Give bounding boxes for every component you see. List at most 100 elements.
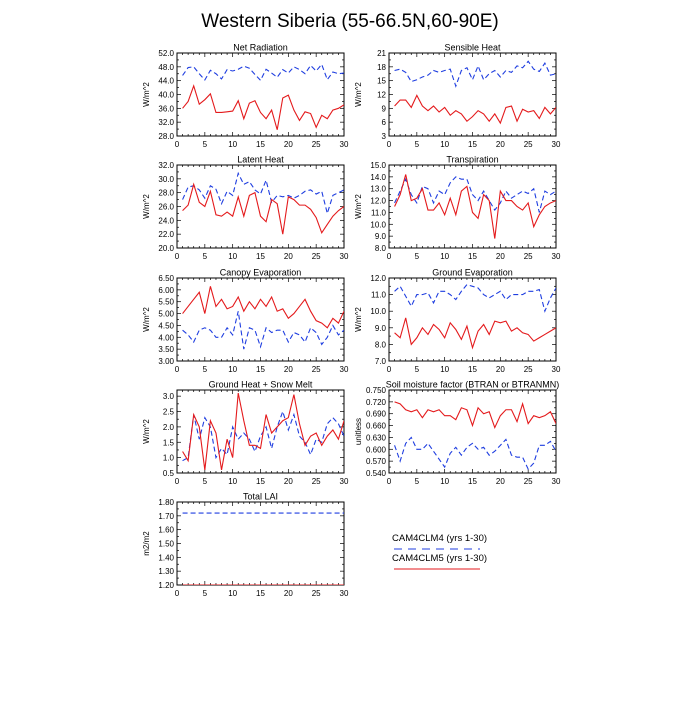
series-line-clm5 — [182, 182, 344, 235]
y-tick-label: 9.0 — [375, 324, 387, 333]
x-tick-label: 30 — [340, 365, 349, 374]
y-tick-label: 0.720 — [366, 398, 387, 407]
plot-frame — [176, 501, 345, 586]
y-tick-label: 1.70 — [158, 512, 174, 521]
x-tick-label: 5 — [203, 477, 208, 486]
y-tick-label: 24.0 — [158, 216, 174, 225]
series-line-clm4 — [394, 284, 556, 313]
y-tick-label: 9 — [382, 104, 387, 113]
series-line-clm4 — [394, 176, 556, 213]
x-tick-label: 20 — [284, 365, 293, 374]
x-tick-label: 10 — [440, 140, 449, 149]
y-tick-label: 28.0 — [158, 132, 174, 141]
plot-frame — [176, 277, 345, 362]
y-tick-label: 0.570 — [366, 457, 387, 466]
y-tick-label: 0.630 — [366, 433, 387, 442]
x-tick-label: 20 — [496, 252, 505, 261]
y-tick-label: 52.0 — [158, 49, 174, 58]
panel-title: Ground Heat + Snow Melt — [209, 380, 313, 390]
x-tick-label: 30 — [552, 252, 561, 261]
panel-ground-evaporation: Ground Evaporation 0 5 10 15 20 25 30 7.0 8.0 9.0 1… — [354, 268, 561, 375]
y-tick-label: 3.50 — [158, 345, 174, 354]
y-tick-label: 44.0 — [158, 77, 174, 86]
panel-title: Soil moisture factor (BTRAN or BTRANMN) — [386, 380, 560, 390]
x-tick-label: 5 — [203, 140, 208, 149]
series-line-clm4 — [182, 171, 344, 216]
y-axis-label: W/m^2 — [354, 82, 363, 107]
y-tick-label: 15.0 — [370, 161, 386, 170]
x-tick-label: 0 — [175, 252, 180, 261]
x-tick-label: 0 — [175, 477, 180, 486]
y-tick-label: 14.0 — [370, 173, 386, 182]
y-tick-label: 7.0 — [375, 357, 387, 366]
x-tick-label: 15 — [468, 477, 477, 486]
x-tick-label: 20 — [284, 589, 293, 598]
x-tick-label: 25 — [524, 252, 533, 261]
y-tick-label: 12.0 — [370, 197, 386, 206]
y-tick-label: 6 — [382, 118, 387, 127]
x-tick-label: 10 — [228, 252, 237, 261]
x-tick-label: 15 — [468, 365, 477, 374]
series-line-clm4 — [394, 436, 556, 471]
x-tick-label: 15 — [256, 252, 265, 261]
x-tick-label: 30 — [340, 252, 349, 261]
y-axis-label: W/m^2 — [142, 194, 151, 219]
x-tick-label: 5 — [415, 365, 420, 374]
plot-frame — [388, 164, 557, 249]
y-tick-label: 1.40 — [158, 553, 174, 562]
y-tick-label: 10.0 — [370, 220, 386, 229]
y-axis-label: W/m^2 — [354, 307, 363, 332]
x-tick-label: 25 — [312, 140, 321, 149]
y-tick-label: 2.5 — [163, 408, 175, 417]
plot-frame — [388, 52, 557, 137]
x-tick-label: 0 — [175, 365, 180, 374]
y-tick-label: 18 — [377, 63, 386, 72]
plot-frame — [388, 389, 557, 474]
y-tick-label: 1.5 — [163, 438, 175, 447]
series-line-clm5 — [182, 286, 344, 329]
y-tick-label: 1.60 — [158, 526, 174, 535]
panel-canopy-evaporation: Canopy Evaporation 0 5 10 15 20 25 30 3.00 3.50 4.… — [142, 268, 349, 375]
panel-title: Latent Heat — [237, 155, 284, 165]
x-tick-label: 25 — [312, 589, 321, 598]
x-tick-label: 20 — [284, 140, 293, 149]
y-tick-label: 11.0 — [371, 208, 387, 217]
y-axis-label: W/m^2 — [142, 419, 151, 444]
legend-label-clm4: CAM4CLM4 (yrs 1-30) — [392, 533, 487, 544]
y-tick-label: 1.30 — [158, 567, 174, 576]
series-line-clm5 — [182, 392, 344, 471]
x-tick-label: 10 — [228, 140, 237, 149]
x-tick-label: 20 — [496, 477, 505, 486]
x-tick-label: 25 — [312, 477, 321, 486]
panel-title: Transpiration — [446, 155, 498, 165]
x-tick-label: 15 — [468, 252, 477, 261]
y-tick-label: 1.20 — [158, 581, 174, 590]
y-tick-label: 1.80 — [158, 498, 174, 507]
y-tick-label: 20.0 — [158, 244, 174, 253]
x-tick-label: 25 — [312, 252, 321, 261]
y-tick-label: 8.0 — [375, 340, 387, 349]
panel-ground-heat-snow-melt: Ground Heat + Snow Melt 0 5 10 15 20 25 30 0.5 1.… — [142, 380, 349, 487]
y-tick-label: 0.750 — [366, 386, 387, 395]
y-tick-label: 32.0 — [158, 161, 174, 170]
legend-label-clm5: CAM4CLM5 (yrs 1-30) — [392, 553, 487, 564]
x-tick-label: 20 — [284, 252, 293, 261]
x-tick-label: 0 — [175, 589, 180, 598]
y-tick-label: 48.0 — [158, 63, 174, 72]
plot-frame — [176, 389, 345, 474]
x-tick-label: 15 — [256, 140, 265, 149]
x-tick-label: 25 — [312, 365, 321, 374]
x-tick-label: 5 — [415, 140, 420, 149]
y-axis-label: unitless — [354, 418, 363, 445]
panel-title: Ground Evaporation — [432, 268, 513, 278]
y-tick-label: 1.0 — [163, 454, 175, 463]
series-line-clm5 — [394, 317, 556, 350]
series-line-clm5 — [394, 174, 556, 239]
figure-title: Western Siberia (55-66.5N,60-90E) — [201, 11, 498, 32]
y-tick-label: 28.0 — [158, 189, 174, 198]
x-tick-label: 10 — [228, 365, 237, 374]
y-tick-label: 13.0 — [370, 185, 386, 194]
panel-title: Sensible Heat — [444, 43, 501, 53]
